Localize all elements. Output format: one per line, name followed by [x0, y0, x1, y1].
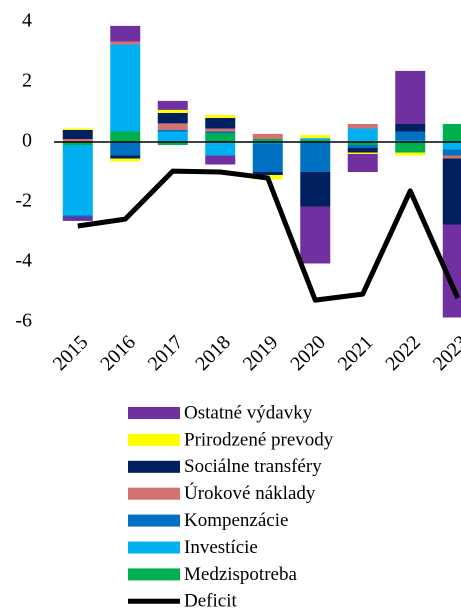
legend-label: Kompenzácie: [184, 510, 288, 531]
bar-segment: [110, 158, 141, 162]
legend-swatch: [128, 487, 180, 500]
bar-segment: [442, 158, 461, 225]
bar-segment: [110, 44, 141, 132]
bar-segment: [157, 109, 188, 113]
x-tick-label: 2019: [239, 331, 283, 375]
bar-segment: [62, 128, 93, 130]
bar-segment: [205, 128, 236, 132]
bar-segment: [347, 124, 378, 129]
bar-segment: [300, 139, 331, 142]
bar-segment: [252, 139, 283, 142]
bar-segment: [395, 152, 426, 156]
bar-segment: [442, 155, 461, 159]
bar-segment: [205, 115, 236, 118]
bar-segment: [442, 142, 461, 150]
legend-label: Medzispotreba: [184, 564, 297, 585]
legend-label: Prirodzené prevody: [184, 429, 334, 450]
bar-segment: [110, 41, 141, 45]
bar-segment: [347, 152, 378, 154]
y-tick-label: -4: [15, 250, 32, 272]
legend-swatch: [128, 541, 180, 554]
legend-label: Deficit: [184, 591, 237, 611]
bar-segment: [205, 118, 236, 129]
bar-segment: [347, 145, 378, 148]
bar-segment: [157, 142, 188, 145]
y-tick-label: 2: [22, 70, 32, 92]
y-tick-label: 0: [22, 130, 32, 152]
bar-segment: [157, 100, 188, 110]
bar-segment: [157, 112, 188, 124]
bar-segment: [205, 133, 236, 142]
bar-segment: [347, 154, 378, 172]
bar-segment: [347, 128, 378, 142]
legend-label: Ostatné výdavky: [184, 402, 313, 423]
bar-segment: [62, 217, 93, 221]
bar-segment: [62, 130, 93, 139]
bar-segment: [252, 172, 283, 175]
y-tick-label: -6: [15, 310, 32, 332]
x-tick-label: 2021: [334, 331, 378, 375]
bar-segment: [157, 123, 188, 130]
deficit-line: [77, 168, 461, 303]
bar-segment: [347, 148, 378, 153]
bar-segment: [442, 124, 461, 142]
x-tick-label: 2020: [286, 331, 330, 375]
legend-swatch: [128, 568, 180, 581]
x-tick-label: 2016: [96, 331, 140, 375]
x-tick-label: 2017: [144, 331, 188, 375]
bar-segment: [62, 142, 93, 145]
bar-segment: [110, 131, 141, 142]
x-tick-label: 2015: [49, 331, 93, 375]
bar-segment: [205, 142, 236, 156]
legend-label: Sociálne transféry: [184, 456, 322, 477]
bar-segment: [252, 143, 283, 172]
x-tick-label: 2022: [381, 331, 425, 375]
bar-segment: [300, 138, 331, 140]
bar-segment: [62, 145, 93, 216]
x-tick-label: 2018: [191, 331, 235, 375]
bar-segment: [300, 135, 331, 139]
bar-segment: [300, 142, 331, 172]
bar-segment: [205, 155, 236, 165]
bar-segment: [252, 133, 283, 139]
bar-segment: [205, 131, 236, 133]
bar-segment: [110, 25, 141, 42]
x-tick-label: 2023: [429, 331, 461, 375]
bar-segment: [442, 149, 461, 156]
y-tick-label: -2: [15, 190, 32, 212]
bar-segment: [300, 206, 331, 264]
bar-segment: [300, 172, 331, 207]
bar-segment: [157, 131, 188, 142]
bar-segment: [110, 142, 141, 156]
bar-segment: [62, 139, 93, 142]
bar-segment: [157, 130, 188, 132]
bar-segment: [395, 131, 426, 141]
legend-label: Investície: [184, 537, 258, 558]
bar-segment: [395, 142, 426, 153]
legend-label: Úrokové náklady: [184, 482, 316, 504]
bar-segment: [395, 70, 426, 124]
legend-swatch: [128, 407, 180, 419]
bar-segment: [347, 142, 378, 145]
y-tick-label: 4: [22, 10, 32, 32]
legend-swatch: [128, 433, 180, 446]
legend-swatch: [128, 514, 180, 527]
bar-segment: [110, 155, 141, 159]
bar-segment: [395, 124, 426, 132]
bar-segment: [62, 215, 93, 217]
legend-swatch: [128, 460, 180, 473]
